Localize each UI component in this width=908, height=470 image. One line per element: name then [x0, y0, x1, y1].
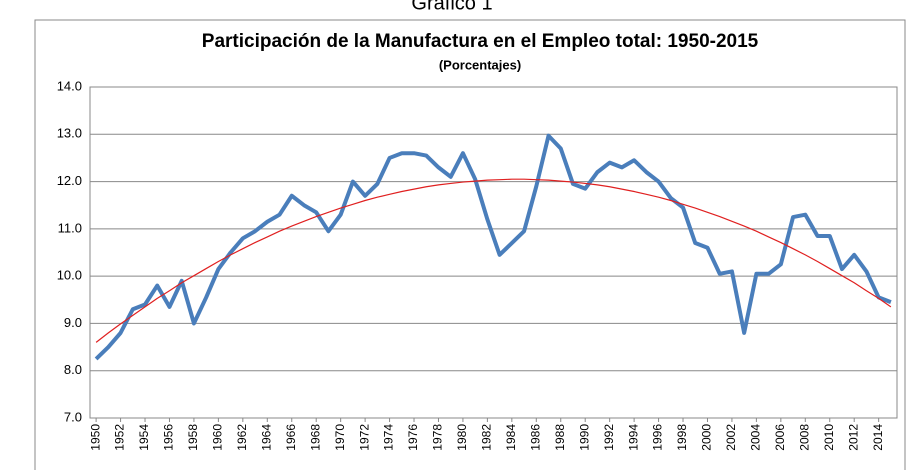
x-tick-label: 1976 — [406, 424, 420, 451]
x-tick-label: 1952 — [113, 424, 127, 451]
x-tick-label: 1950 — [88, 424, 102, 451]
x-tick-label: 1980 — [455, 424, 469, 451]
y-tick-label: 8.0 — [64, 362, 82, 377]
x-tick-label: 1962 — [235, 424, 249, 451]
plot-border — [89, 86, 898, 419]
x-tick-label: 2004 — [749, 424, 763, 451]
y-tick-label: 11.0 — [58, 220, 82, 235]
x-tick-label: 2008 — [797, 424, 811, 451]
y-tick-label: 14.0 — [57, 78, 82, 93]
chart-heading: Gráfico 1 — [411, 0, 492, 14]
x-tick-label: 1974 — [382, 424, 396, 451]
x-tick-label: 1982 — [480, 424, 494, 451]
series-line — [95, 178, 892, 343]
x-tick-label: 1956 — [162, 424, 176, 451]
x-tick-label: 1998 — [675, 424, 689, 451]
x-tick-label: 2014 — [871, 424, 885, 451]
chart-title: Participación de la Manufactura en el Em… — [202, 31, 759, 52]
x-tick-label: 1988 — [553, 424, 567, 451]
y-tick-label: 13.0 — [57, 126, 82, 141]
x-tick-label: 1978 — [431, 424, 445, 451]
x-tick-label: 1994 — [626, 424, 640, 451]
x-tick-label: 1966 — [284, 424, 298, 451]
series-line — [94, 133, 892, 361]
chart-subtitle: (Porcentajes) — [439, 57, 521, 72]
x-tick-label: 1960 — [211, 424, 225, 451]
y-tick-label: 10.0 — [57, 268, 82, 283]
x-tick-label: 1970 — [333, 424, 347, 451]
x-tick-label: 1968 — [308, 424, 322, 451]
x-tick-label: 1990 — [577, 424, 591, 451]
x-tick-label: 2006 — [773, 424, 787, 451]
x-tick-label: 2010 — [822, 424, 836, 451]
x-tick-label: 1996 — [651, 424, 665, 451]
x-tick-label: 2000 — [700, 424, 714, 451]
y-tick-label: 7.0 — [64, 409, 82, 424]
x-tick-label: 1964 — [259, 424, 273, 451]
x-tick-label: 1972 — [357, 424, 371, 451]
x-tick-label: 1992 — [602, 424, 616, 451]
x-tick-label: 2012 — [846, 424, 860, 451]
y-tick-label: 9.0 — [64, 315, 82, 330]
chart-frame — [34, 19, 906, 470]
y-tick-label: 12.0 — [57, 173, 82, 188]
x-tick-label: 1984 — [504, 424, 518, 451]
x-tick-label: 1954 — [137, 424, 151, 451]
x-tick-label: 2002 — [724, 424, 738, 451]
x-tick-label: 1986 — [528, 424, 542, 451]
x-tick-label: 1958 — [186, 424, 200, 451]
